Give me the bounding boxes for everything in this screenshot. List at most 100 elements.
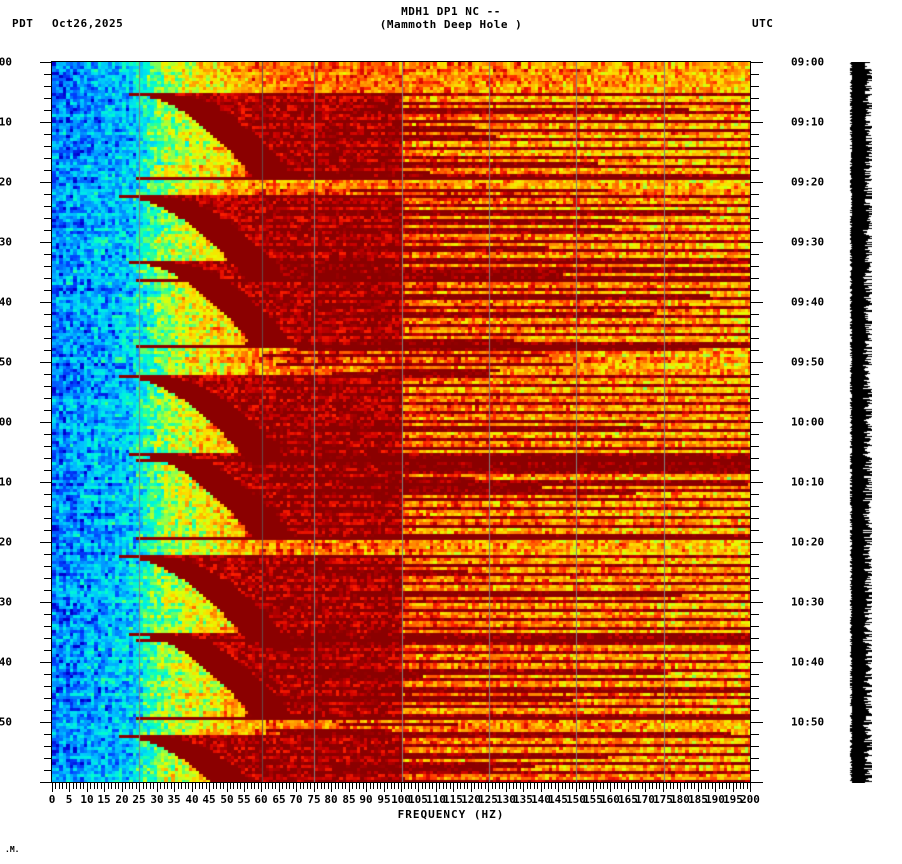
- frequency-tick: [740, 783, 741, 789]
- time-tick-label-pdt: 02:30: [0, 235, 12, 249]
- time-tick: [751, 182, 763, 183]
- frequency-tick: [649, 783, 650, 789]
- time-tick: [44, 686, 52, 687]
- time-tick: [44, 446, 52, 447]
- frequency-tick-label: 115: [443, 793, 463, 806]
- time-tick-label-pdt: 02:50: [0, 355, 12, 369]
- frequency-tick: [118, 783, 119, 789]
- time-tick: [44, 386, 52, 387]
- frequency-tick: [373, 783, 374, 789]
- frequency-tick: [345, 783, 346, 789]
- frequency-tick: [192, 783, 193, 792]
- frequency-tick: [391, 783, 392, 789]
- time-tick: [44, 434, 52, 435]
- frequency-tick: [408, 783, 409, 789]
- frequency-tick: [55, 783, 56, 789]
- frequency-tick: [328, 783, 329, 789]
- time-tick-label-utc: 09:30: [791, 235, 825, 249]
- frequency-tick: [453, 783, 454, 792]
- spectrogram-plot[interactable]: [52, 62, 751, 783]
- time-tick: [44, 410, 52, 411]
- frequency-tick: [666, 783, 667, 789]
- frequency-tick-label: 160: [600, 793, 620, 806]
- time-tick: [751, 86, 759, 87]
- frequency-tick: [499, 783, 500, 789]
- frequency-tick: [509, 783, 510, 789]
- time-tick: [751, 74, 759, 75]
- time-tick-label-pdt: 02:10: [0, 115, 12, 129]
- time-tick: [44, 350, 52, 351]
- time-tick: [751, 746, 759, 747]
- frequency-tick: [286, 783, 287, 789]
- frequency-tick: [310, 783, 311, 789]
- frequency-tick: [425, 783, 426, 789]
- timezone-label-left: PDT: [12, 17, 34, 30]
- frequency-tick: [516, 783, 517, 789]
- frequency-tick-label: 130: [496, 793, 516, 806]
- frequency-tick: [729, 783, 730, 789]
- frequency-tick: [600, 783, 601, 789]
- time-tick: [44, 98, 52, 99]
- frequency-axis: 0 5 10 15 20 25 30 35 40 45 50 55 60 65 70 75 80 85 90 95 10…: [49, 783, 760, 823]
- time-tick: [751, 626, 759, 627]
- time-tick-label-pdt: 03:10: [0, 475, 12, 489]
- frequency-tick: [220, 783, 221, 789]
- frequency-tick: [415, 783, 416, 789]
- time-tick: [751, 782, 763, 783]
- time-tick: [44, 290, 52, 291]
- time-tick: [40, 542, 52, 543]
- frequency-tick: [317, 783, 318, 789]
- time-tick: [44, 674, 52, 675]
- time-tick: [44, 710, 52, 711]
- frequency-tick: [122, 783, 123, 792]
- time-tick: [751, 254, 759, 255]
- time-tick: [44, 170, 52, 171]
- frequency-tick: [157, 783, 158, 792]
- time-tick: [751, 650, 759, 651]
- frequency-tick: [111, 783, 112, 789]
- time-tick: [40, 302, 52, 303]
- frequency-tick: [265, 783, 266, 789]
- frequency-tick: [411, 783, 412, 789]
- time-tick: [751, 278, 759, 279]
- frequency-tick-label: 185: [688, 793, 708, 806]
- frequency-tick: [213, 783, 214, 789]
- frequency-tick: [471, 783, 472, 792]
- frequency-tick: [582, 783, 583, 789]
- time-tick: [751, 710, 759, 711]
- frequency-tick: [589, 783, 590, 789]
- frequency-tick: [240, 783, 241, 789]
- frequency-tick: [544, 783, 545, 789]
- frequency-tick: [624, 783, 625, 789]
- frequency-tick: [307, 783, 308, 789]
- frequency-tick: [52, 783, 53, 792]
- frequency-tick: [342, 783, 343, 789]
- frequency-tick: [635, 783, 636, 789]
- frequency-tick-label: 150: [566, 793, 586, 806]
- frequency-tick: [143, 783, 144, 789]
- time-tick: [751, 482, 763, 483]
- time-tick: [44, 518, 52, 519]
- frequency-tick: [747, 783, 748, 789]
- frequency-tick: [614, 783, 615, 789]
- frequency-tick-label: 145: [548, 793, 568, 806]
- time-tick: [751, 206, 759, 207]
- time-tick: [44, 650, 52, 651]
- time-tick: [44, 146, 52, 147]
- frequency-tick-label: 195: [723, 793, 743, 806]
- time-tick: [751, 158, 759, 159]
- time-tick: [751, 530, 759, 531]
- frequency-tick: [708, 783, 709, 789]
- frequency-tick: [244, 783, 245, 792]
- time-tick-label-utc: 09:40: [791, 295, 825, 309]
- time-tick-label-utc: 10:40: [791, 655, 825, 669]
- frequency-tick: [576, 783, 577, 792]
- frequency-tick: [258, 783, 259, 789]
- time-tick: [751, 302, 763, 303]
- frequency-tick: [87, 783, 88, 792]
- time-tick: [751, 698, 759, 699]
- time-tick: [44, 206, 52, 207]
- frequency-tick: [279, 783, 280, 792]
- time-tick: [751, 230, 759, 231]
- frequency-tick-label: 40: [185, 793, 199, 806]
